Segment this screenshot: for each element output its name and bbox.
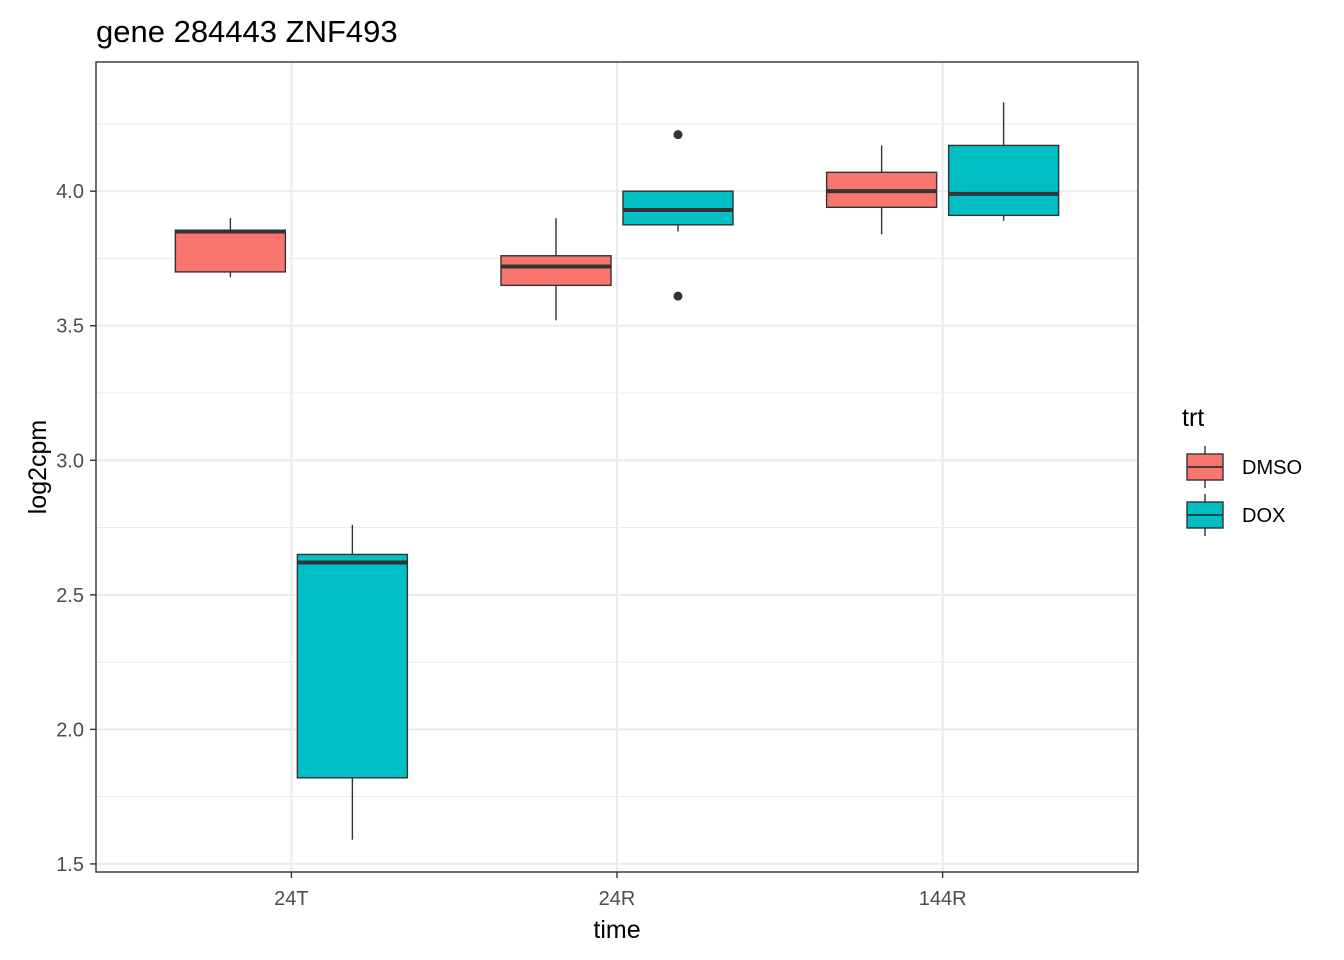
box-dox-144r <box>947 102 1060 221</box>
box-dmso-144r <box>825 145 938 235</box>
x-tick-label: 24R <box>599 888 636 910</box>
grid-lines <box>96 62 1138 872</box>
y-tick-label: 3.5 <box>56 316 84 338</box>
y-tick-label: 2.0 <box>56 719 84 741</box>
legend-label: DMSO <box>1242 457 1302 479</box>
box-iqr <box>500 255 612 287</box>
box-dox-24r <box>622 130 734 301</box>
box-series <box>174 102 1060 840</box>
box-iqr <box>622 190 734 226</box>
axes: 1.5 2.0 2.5 3.0 3.5 4.0 24T 24R 144R <box>56 181 966 910</box>
y-tick-label: 1.5 <box>56 854 84 876</box>
box-iqr <box>174 229 287 273</box>
legend-item-dox: DOX <box>1186 494 1285 536</box>
x-axis-title: time <box>593 916 640 944</box>
x-tick-label: 144R <box>919 888 967 910</box>
box-dox-24t <box>296 524 409 840</box>
y-axis-title: log2cpm <box>24 420 52 515</box>
x-tick-label: 24T <box>274 888 308 910</box>
legend: trt DMSO DOX <box>1182 404 1302 536</box>
legend-title: trt <box>1182 404 1204 432</box>
box-iqr <box>947 144 1060 217</box>
y-tick-label: 2.5 <box>56 585 84 607</box>
y-tick-label: 4.0 <box>56 181 84 203</box>
box-iqr <box>296 553 409 779</box>
legend-item-dmso: DMSO <box>1186 446 1302 488</box>
legend-label: DOX <box>1242 505 1285 527</box>
y-tick-label: 3.0 <box>56 450 84 472</box>
chart-title: gene 284443 ZNF493 <box>96 14 398 49</box>
box-dmso-24t <box>174 218 287 278</box>
outlier-point <box>673 291 683 301</box>
box-dmso-24r <box>500 218 612 321</box>
outlier-point <box>673 130 683 140</box>
